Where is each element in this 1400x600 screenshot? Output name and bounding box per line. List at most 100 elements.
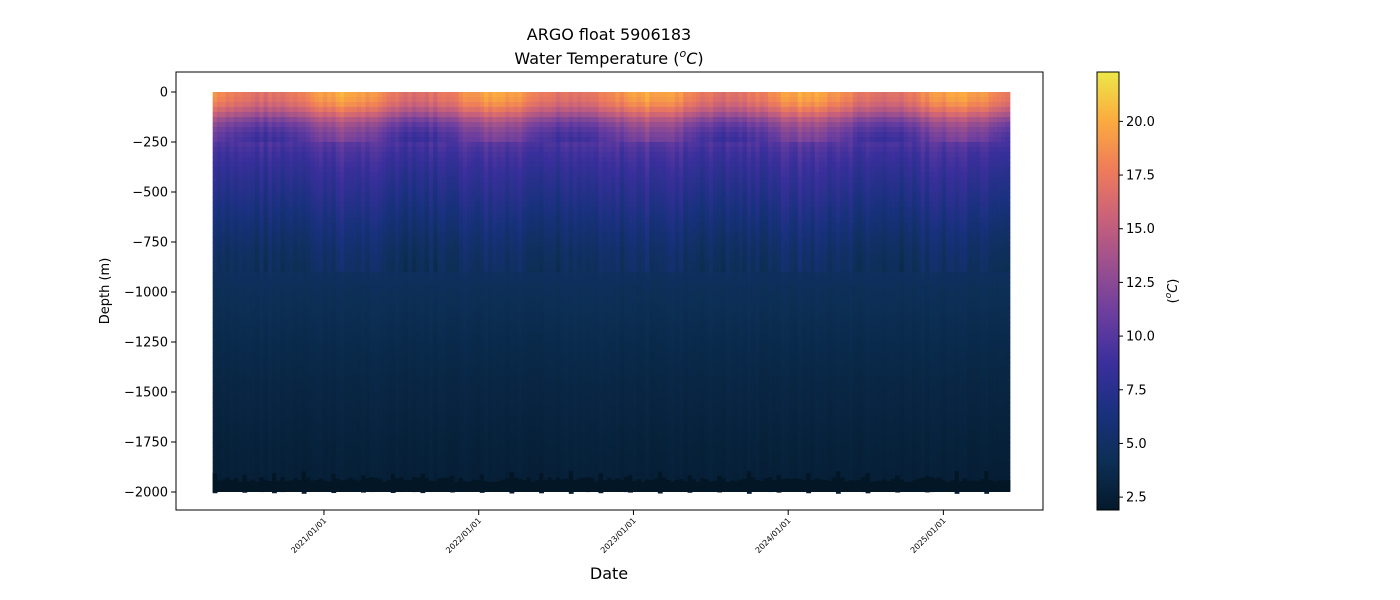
heat-cell bbox=[394, 262, 400, 268]
heat-cell bbox=[284, 452, 290, 458]
heat-cell bbox=[403, 317, 409, 323]
heat-cell bbox=[454, 447, 460, 453]
heat-cell bbox=[301, 327, 307, 333]
heat-cell bbox=[450, 427, 455, 433]
heat-cell bbox=[428, 467, 434, 473]
heat-cell bbox=[276, 222, 282, 228]
heat-cell bbox=[289, 212, 294, 218]
heat-cell bbox=[242, 247, 248, 253]
heat-cell bbox=[445, 102, 451, 108]
heat-cell bbox=[339, 242, 345, 248]
heat-cell bbox=[314, 372, 320, 378]
heat-cell bbox=[445, 442, 451, 448]
heat-cell bbox=[339, 252, 345, 258]
heat-cell bbox=[352, 132, 358, 138]
heat-cell bbox=[458, 217, 464, 223]
heat-cell bbox=[390, 357, 396, 363]
heat-cell bbox=[365, 472, 371, 478]
heat-cell bbox=[267, 312, 273, 318]
heat-cell bbox=[382, 117, 388, 123]
heat-cell bbox=[356, 112, 362, 118]
heat-cell bbox=[229, 292, 235, 298]
heat-cell bbox=[454, 387, 460, 393]
heat-cell bbox=[344, 147, 349, 153]
heat-cell bbox=[356, 122, 362, 128]
heat-cell bbox=[339, 127, 345, 133]
heat-cell bbox=[280, 402, 286, 408]
profile-bottom-marker bbox=[369, 477, 375, 492]
heat-cell bbox=[289, 327, 294, 333]
heat-cell bbox=[441, 452, 447, 458]
heat-cell bbox=[212, 332, 218, 338]
heat-cell bbox=[344, 177, 349, 183]
heat-cell bbox=[399, 127, 405, 133]
heat-cell bbox=[272, 342, 277, 348]
heat-cell bbox=[229, 122, 235, 128]
heat-cell bbox=[356, 387, 362, 393]
heat-cell bbox=[386, 317, 392, 323]
heat-cell bbox=[361, 357, 366, 363]
heat-cell bbox=[229, 437, 235, 443]
heat-cell bbox=[250, 282, 256, 288]
heat-cell bbox=[403, 287, 409, 293]
heat-cell bbox=[339, 327, 345, 333]
heat-cell bbox=[407, 417, 413, 423]
heat-cell bbox=[382, 187, 388, 193]
heat-cell bbox=[348, 152, 354, 158]
heat-cell bbox=[318, 157, 324, 163]
heat-cell bbox=[310, 362, 316, 368]
heat-cell bbox=[318, 432, 324, 438]
heat-cell bbox=[212, 137, 218, 143]
heat-cell bbox=[407, 387, 413, 393]
heat-cell bbox=[386, 302, 392, 308]
heat-cell bbox=[369, 167, 375, 173]
heat-cell bbox=[420, 447, 426, 453]
heat-cell bbox=[225, 452, 231, 458]
heat-cell bbox=[280, 367, 286, 373]
heat-cell bbox=[276, 232, 282, 238]
heat-cell bbox=[378, 222, 383, 228]
heat-cell bbox=[437, 202, 443, 208]
heat-cell bbox=[394, 327, 400, 333]
heat-cell bbox=[352, 377, 358, 383]
heat-cell bbox=[428, 447, 434, 453]
heat-cell bbox=[437, 92, 443, 98]
heat-cell bbox=[289, 302, 294, 308]
heat-cell bbox=[420, 282, 426, 288]
heat-cell bbox=[250, 347, 256, 353]
subtitle-unit-letter: C bbox=[686, 49, 698, 68]
profile-bottom-marker bbox=[225, 477, 231, 492]
heat-cell bbox=[399, 367, 405, 373]
heat-cell bbox=[361, 472, 366, 478]
heat-cell bbox=[297, 202, 303, 208]
heat-cell bbox=[361, 412, 366, 418]
heat-cell bbox=[378, 307, 383, 313]
heat-cell bbox=[399, 467, 405, 473]
heat-cell bbox=[348, 377, 354, 383]
heat-cell bbox=[437, 387, 443, 393]
heat-cell bbox=[339, 157, 345, 163]
heat-cell bbox=[267, 397, 273, 403]
heat-cell bbox=[305, 157, 311, 163]
heat-cell bbox=[263, 422, 269, 428]
heat-cell bbox=[382, 177, 388, 183]
heat-cell bbox=[301, 237, 307, 243]
heat-cell bbox=[305, 432, 311, 438]
heat-cell bbox=[221, 467, 226, 473]
heat-cell bbox=[331, 112, 337, 118]
heat-cell bbox=[403, 247, 409, 253]
heat-cell bbox=[246, 142, 252, 148]
heat-cell bbox=[428, 357, 434, 363]
heat-cell bbox=[416, 252, 422, 258]
heat-cell bbox=[318, 127, 324, 133]
heat-cell bbox=[369, 207, 375, 213]
heat-cell bbox=[386, 452, 392, 458]
heat-cell bbox=[272, 267, 277, 273]
profile-column bbox=[462, 92, 468, 492]
heat-cell bbox=[216, 282, 222, 288]
heat-cell bbox=[272, 212, 277, 218]
heat-cell bbox=[255, 217, 260, 223]
heat-cell bbox=[467, 427, 472, 433]
heat-cell bbox=[365, 347, 371, 353]
heat-cell bbox=[221, 332, 226, 338]
